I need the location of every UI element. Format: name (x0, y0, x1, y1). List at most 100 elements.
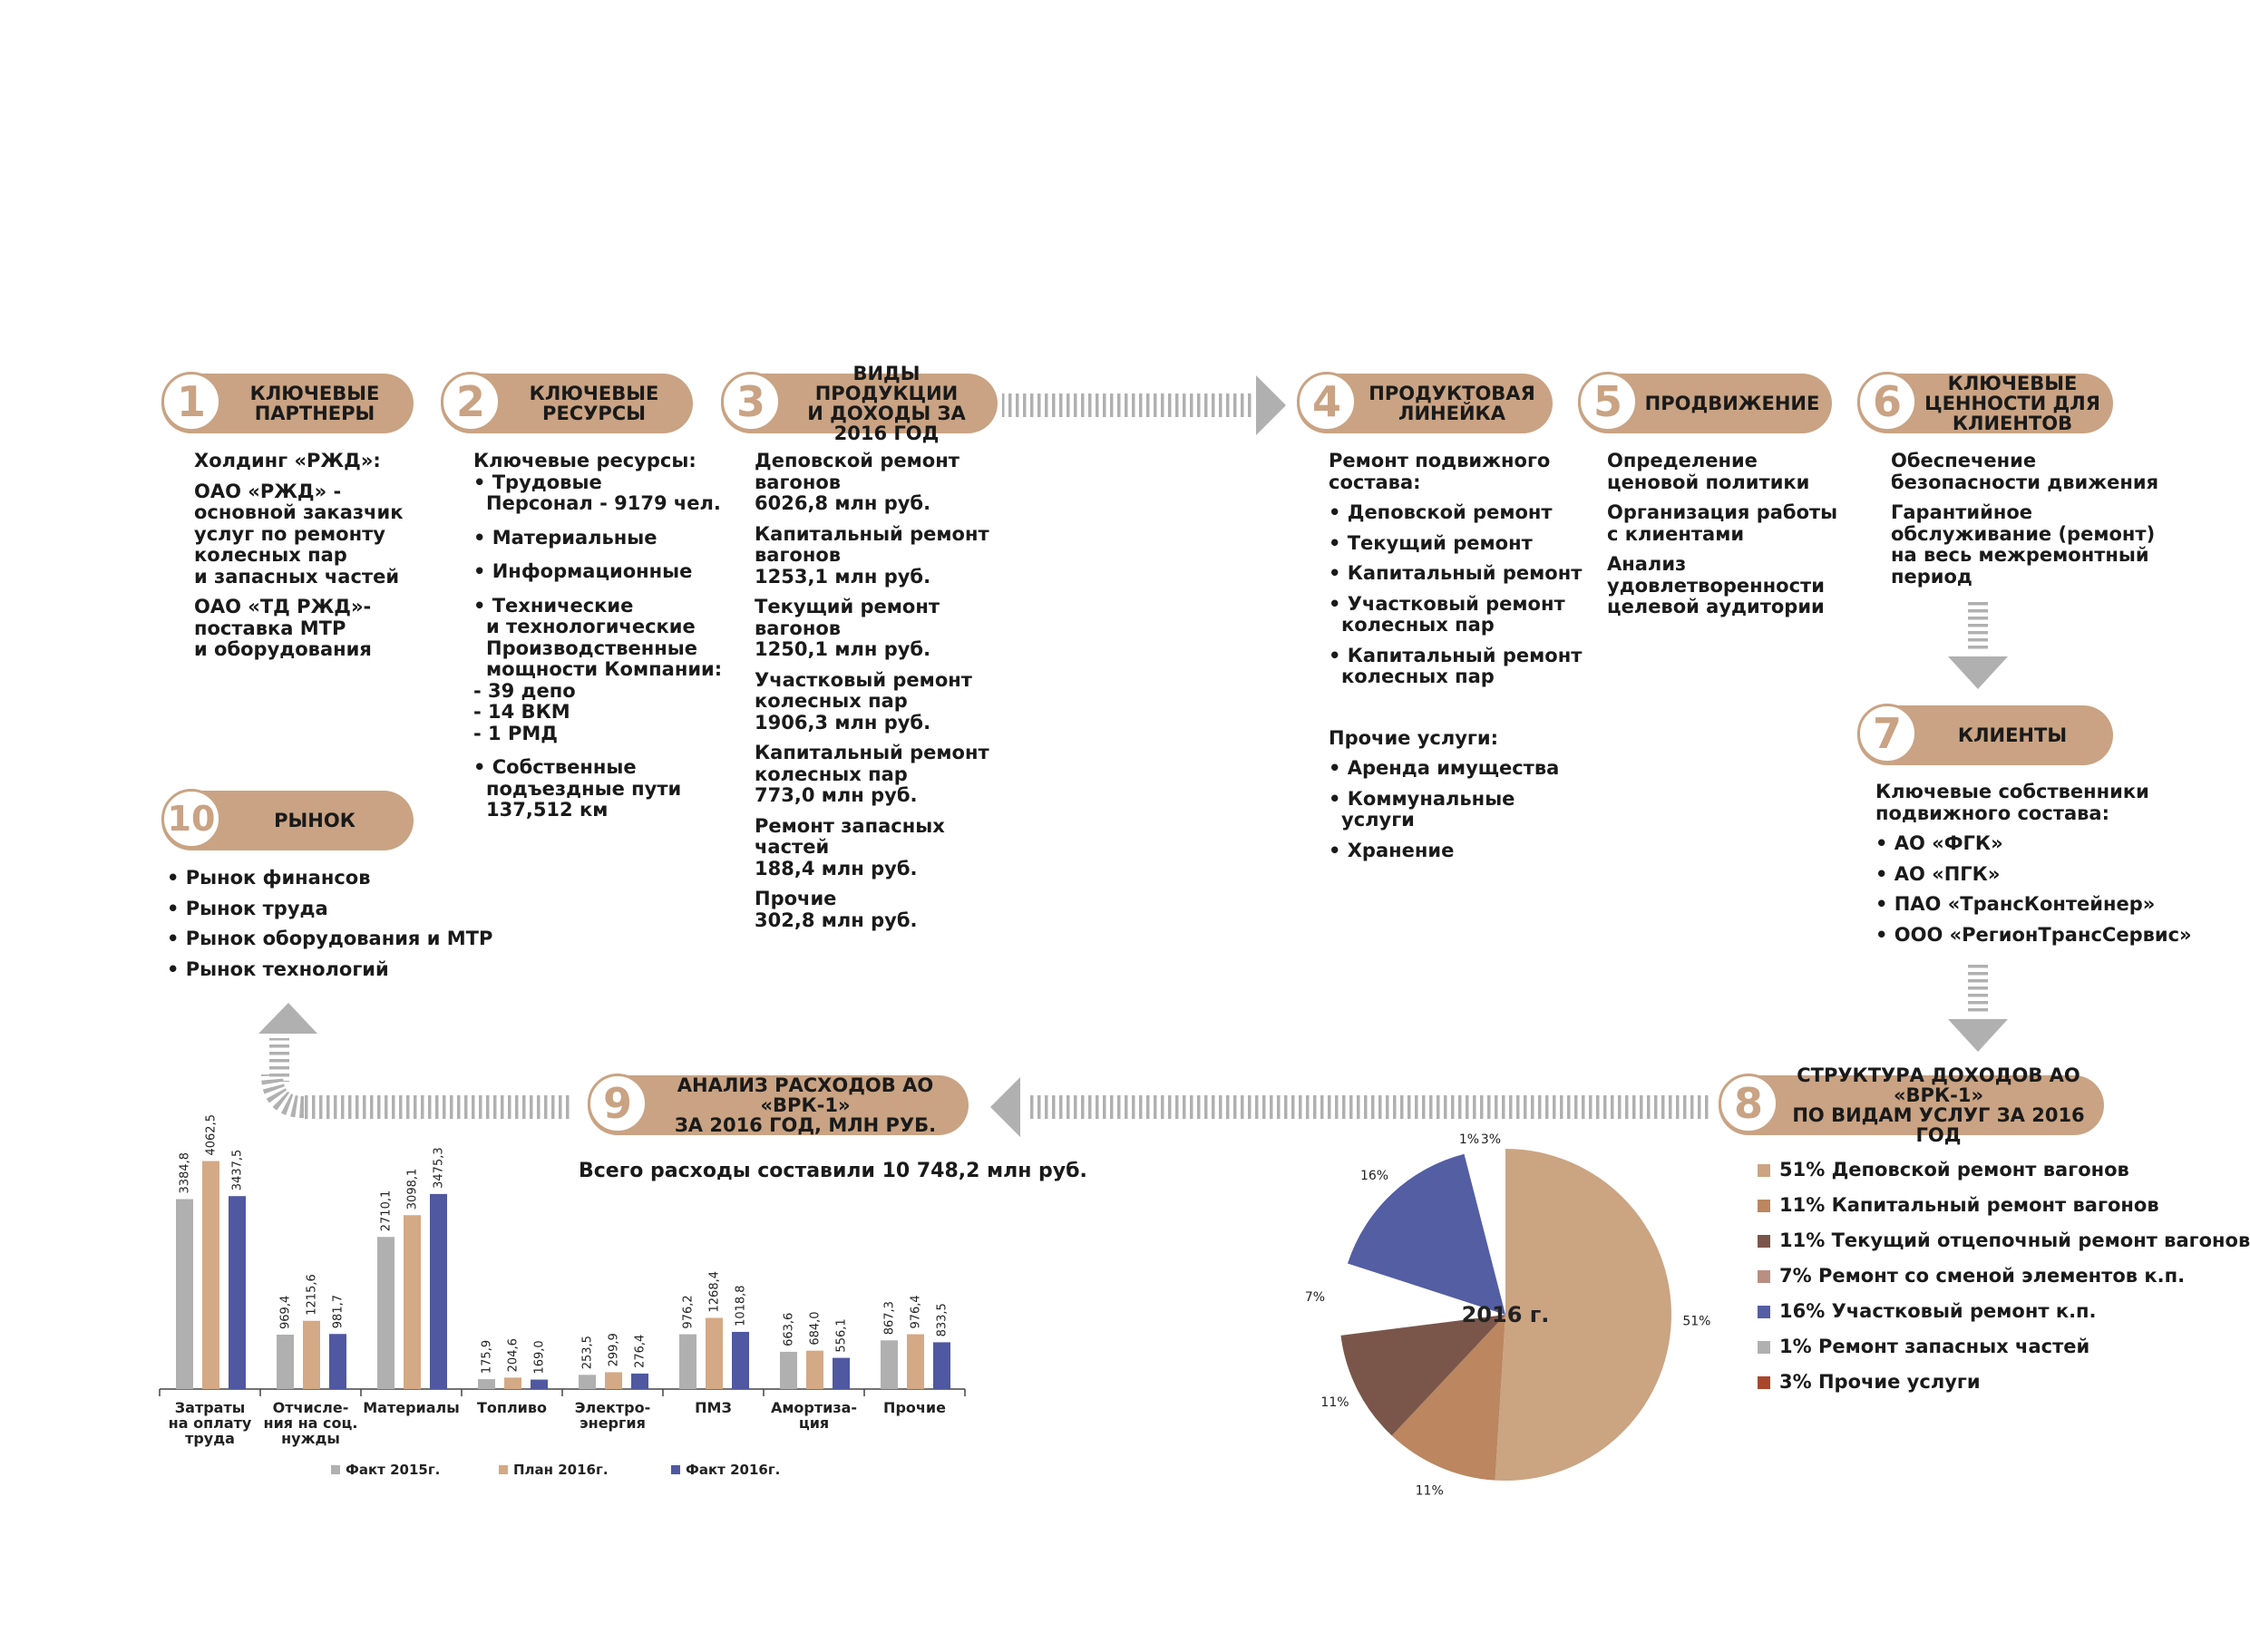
bar-value-label: 4062,5 (205, 1114, 219, 1156)
resource-line: - 14 ВКМ (473, 701, 570, 723)
bar-value-label: 204,6 (507, 1338, 521, 1372)
step-1-pill: 1 КЛЮЧЕВЫЕ ПАРТНЕРЫ (161, 372, 414, 433)
bar (833, 1357, 850, 1389)
pie-legend-item: 7% Ремонт со сменой элементов к.п. (1758, 1265, 2185, 1287)
paragraph: Обеспечение безопасности движения (1891, 450, 2159, 493)
step-title: КЛЮЧЕВЫЕ ПАРТНЕРЫ (225, 374, 404, 433)
paragraph: Текущий ремонт вагонов 1250,1 млн руб. (755, 596, 989, 661)
text-line: частей (755, 836, 830, 858)
step-title-line: ПРОДВИЖЕНИЕ (1644, 393, 1820, 414)
pie-center-label: 2016 г. (1462, 1302, 1550, 1327)
pie-slice-label: 3% (1481, 1133, 1501, 1147)
step-10-pill: 10 РЫНОК (161, 789, 414, 850)
step-title: КЛЮЧЕВЫЕ ЦЕННОСТИ ДЛЯ КЛИЕНТОВ (1921, 374, 2104, 433)
resource-line: - 1 РМД (473, 722, 558, 744)
arrow-3-to-4 (1002, 375, 1286, 435)
text-line: Деповской ремонт (755, 450, 959, 471)
other-service-item: Хранение (1329, 840, 1582, 862)
bar (631, 1373, 648, 1389)
x-tick-label: на оплату (169, 1414, 252, 1432)
bar-value-label: 976,2 (682, 1295, 696, 1328)
other-services-title: Прочие услуги: (1329, 726, 1499, 749)
legend-label: План 2016г. (513, 1462, 609, 1478)
legend-swatch (331, 1465, 340, 1474)
bar-value-label: 981,7 (332, 1295, 346, 1328)
bar (579, 1375, 596, 1389)
bar-value-label: 1215,6 (306, 1274, 319, 1316)
product-line-item: Деповской ремонт (1329, 501, 1582, 524)
legend-swatch (499, 1465, 508, 1474)
bar (277, 1334, 294, 1389)
text-line: поставка МТР (194, 617, 346, 639)
resource-line: Производственные (486, 637, 698, 659)
resource-line: Персонал - 9179 чел. (486, 492, 721, 514)
step-title-line: ЛИНЕЙКА (1398, 403, 1505, 424)
text-line: и запасных частей (194, 565, 400, 588)
step-title-line: КЛИЕНТОВ (1952, 413, 2073, 434)
bar-value-label: 663,6 (783, 1313, 796, 1346)
paragraph: Холдинг «РЖД»: (194, 450, 403, 472)
legend-label: Факт 2016г. (686, 1462, 780, 1478)
resource-line: Материальные (473, 527, 722, 549)
text-line: Участковый ремонт (1329, 593, 1582, 616)
pie-slice-label: 51% (1682, 1315, 1710, 1329)
x-tick-label: ния на соц. (264, 1414, 358, 1432)
resource-line: мощности Компании: (486, 658, 723, 680)
bar (176, 1199, 193, 1389)
bar-value-label: 3475,3 (433, 1147, 446, 1189)
step-title-line: АНАЛИЗ РАСХОДОВ АО «ВРК-1» (677, 1074, 934, 1116)
step-number: 8 (1719, 1074, 1778, 1133)
bar-value-label: 684,0 (809, 1311, 823, 1345)
pie-legend-item: 1% Ремонт запасных частей (1758, 1336, 2089, 1357)
legend-swatch (1758, 1235, 1770, 1248)
step-title: ПРОДВИЖЕНИЕ (1641, 374, 1823, 433)
step-title-line: ЦЕННОСТИ ДЛЯ (1924, 393, 2100, 414)
bar-value-label: 556,1 (835, 1318, 849, 1352)
pie-legend-item: 11% Капитальный ремонт вагонов (1758, 1194, 2159, 1216)
text-line: ОАО «ТД РЖД»- (194, 596, 372, 617)
step-title-line: РЫНОК (274, 810, 356, 831)
text-line: Гарантийное (1891, 501, 2033, 523)
bar (806, 1350, 823, 1389)
pie-legend-item: 16% Участковый ремонт к.п. (1758, 1300, 2097, 1322)
x-tick-label: труда (185, 1430, 235, 1447)
text-line: безопасности движения (1891, 471, 2159, 493)
text-line: на весь межремонтный (1891, 544, 2149, 566)
bar (202, 1161, 219, 1389)
legend-swatch (1758, 1200, 1770, 1212)
step-number: 4 (1297, 372, 1357, 432)
paragraph: Деповской ремонт вагонов 6026,8 млн руб. (755, 450, 989, 515)
arrow-6-to-7 (1948, 598, 2008, 689)
client-item: АО «ФГК» (1875, 832, 2192, 855)
text-line: Ремонт запасных (755, 814, 945, 837)
text-line: Анализ (1607, 553, 1687, 575)
paragraph: Анализ удовлетворенности целевой аудитории (1607, 553, 1837, 618)
text-line: колесных пар (194, 544, 347, 566)
resource-line: 137,512 км (486, 799, 609, 821)
bar-value-label: 169,0 (533, 1340, 547, 1374)
step-title-line: ПО ВИДАМ УСЛУГ ЗА 2016 ГОД (1792, 1104, 2085, 1146)
x-tick-label: Отчисле- (273, 1399, 349, 1416)
bar (377, 1237, 394, 1389)
bar (732, 1331, 749, 1389)
legend-label: 11% Текущий отцепочный ремонт вагонов (1779, 1229, 2250, 1251)
resource-line: подъездные пути (486, 777, 682, 800)
bar (780, 1351, 797, 1389)
bar (404, 1215, 421, 1389)
bar-value-label: 1268,4 (708, 1271, 722, 1313)
step-number: 3 (721, 372, 781, 432)
bar-value-label: 867,3 (883, 1301, 897, 1335)
step-7-pill: 7 КЛИЕНТЫ (1857, 704, 2113, 765)
bar-value-label: 299,9 (608, 1333, 621, 1366)
legend-swatch (1758, 1376, 1770, 1389)
text-line: вагонов (755, 617, 842, 639)
step-title-line: СТРУКТУРА ДОХОДОВ АО «ВРК-1» (1797, 1064, 2080, 1106)
text-line: Холдинг «РЖД»: (194, 450, 381, 471)
step-number: 6 (1857, 372, 1917, 432)
legend-label: 3% Прочие услуги (1779, 1371, 1981, 1393)
bar-value-label: 1018,8 (735, 1285, 748, 1326)
text-line: 6026,8 млн руб. (755, 492, 931, 514)
